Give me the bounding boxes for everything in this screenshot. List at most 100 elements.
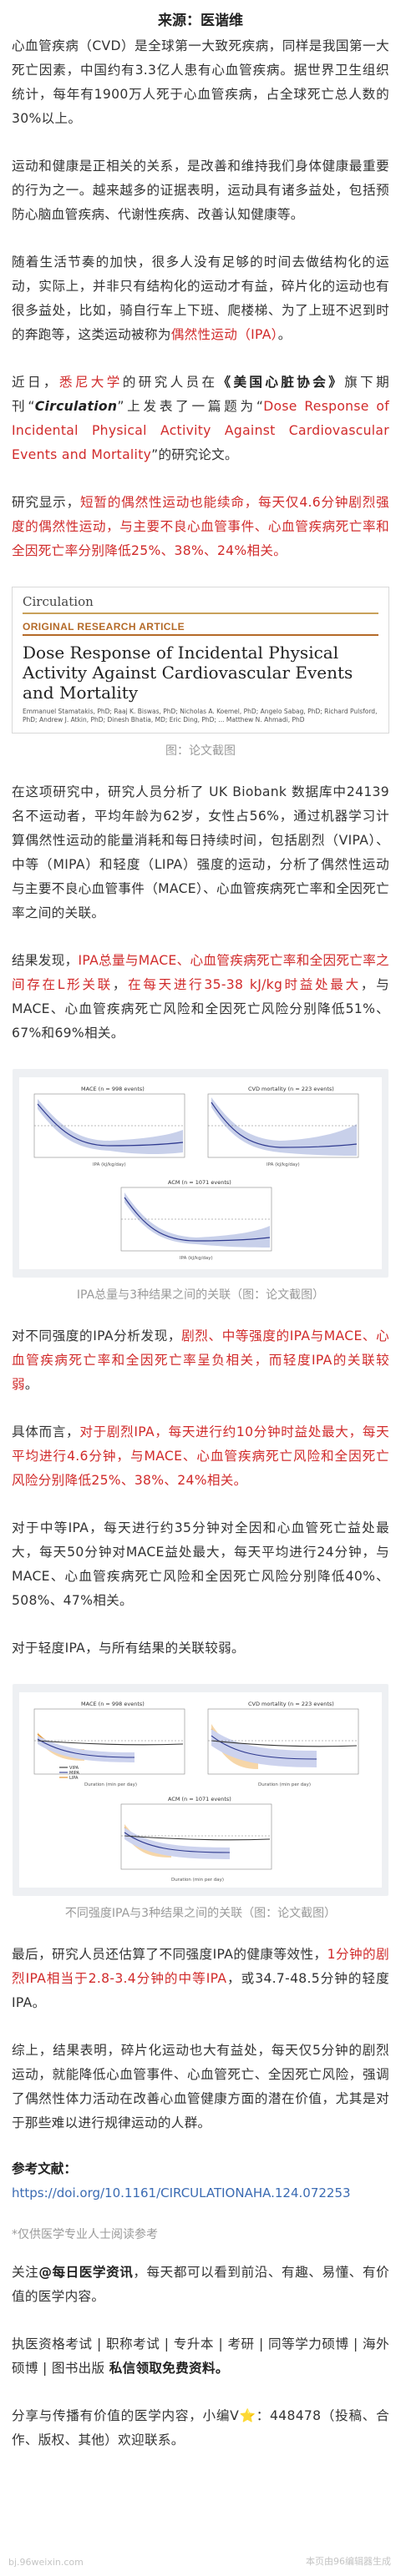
text: 旗下期刊“: [12, 375, 390, 414]
text: 分享与传播有价值的医学内容，小编V⭐：448478（投稿、合作、版权、其他）欢迎…: [12, 2408, 389, 2447]
free-resources-cta: 私信领取免费资料。: [109, 2361, 229, 2376]
paragraph-12: 最后，研究人员还估算了不同强度IPA的健康等效性，1分钟的剧烈IPA相当于2.8…: [12, 1943, 389, 2015]
text: 的研究人员在: [122, 375, 218, 390]
divider: [23, 634, 378, 636]
panel-frame: [207, 1708, 359, 1775]
highlight: 悉尼大学: [58, 375, 123, 390]
chart2-panel-mace: MACE (n = 998 events) VIPA MIPA LIPA Dur…: [33, 1701, 185, 1787]
ci-band-blue: [38, 1736, 135, 1762]
paragraph-13: 综上，结果表明，碎片化运动也大有益处，每天仅5分钟的剧烈运动，就能降低心血管事件…: [12, 2039, 389, 2135]
text: 对于中等IPA，每天进行约35分钟对全因和心血管死亡益处最大，每天50分钟对MA…: [12, 1520, 389, 1608]
text: 心血管疾病（CVD）是全球第一大致死疾病，同样是我国第一大死亡因素，中国约有3.…: [12, 38, 389, 126]
paper-title: Dose Response of Incidental Physical Act…: [12, 399, 389, 462]
text: 对不同强度的IPA分析发现，: [12, 1328, 182, 1343]
paragraph-3: 随着生活节奏的加快，很多人没有足够的时间去做结构化的运动，实际上，并非只有结构化…: [12, 250, 389, 347]
text: 运动和健康是正相关的关系，是改善和维持我们身体健康最重要的行为之一。越来越多的证…: [12, 159, 389, 222]
panel-frame: [120, 1803, 272, 1870]
text: 。: [24, 1377, 38, 1392]
text: 具体而言，: [12, 1424, 80, 1439]
panel-title: ACM (n = 1071 events): [168, 1796, 231, 1802]
account-name[interactable]: @每日医学资讯: [38, 2265, 134, 2280]
panel-title: ACM (n = 1071 events): [168, 1179, 231, 1186]
text: 执医资格考试 | 职称考试 | 专升本 | 考研 | 同等学力硕博 | 海外硕博…: [12, 2337, 389, 2376]
chart2-panel-cvd: CVD mortality (n = 223 events) Duration …: [207, 1701, 359, 1787]
highlight: 1分钟的剧烈IPA相当于2.8-3.4分钟的中等IPA: [12, 1947, 389, 1986]
figure-caption: IPA总量与3种结果之间的关联（图：论文截图）: [76, 1288, 325, 1302]
paragraph-10: 对于中等IPA，每天进行约35分钟对全因和心血管死亡益处最大，每天50分钟对MA…: [12, 1516, 389, 1613]
text: 研究显示，: [12, 495, 80, 510]
ci-band-blue: [211, 1729, 317, 1767]
figure-caption: 不同强度IPA与3种结果之间的关联（图：论文截图）: [64, 1907, 337, 1920]
x-axis-label: Duration (min per day): [258, 1782, 311, 1787]
legend-mipa: MIPA: [69, 1771, 79, 1776]
highlight: 剧烈、中等强度的IPA与MACE、心血管疾病死亡率和全因死亡率呈负相关，而轻度I…: [12, 1328, 389, 1392]
x-axis-label: Duration (min per day): [171, 1878, 224, 1883]
ci-band: [211, 1097, 357, 1156]
paragraph-5: 研究显示，短暂的偶然性运动也能续命，每天仅4.6分钟剧烈强度的偶然性运动，与主要…: [12, 491, 389, 563]
legend-lipa: LIPA: [69, 1776, 79, 1781]
journal-screenshot: Circulation ORIGINAL RESEARCH ARTICLE Do…: [12, 587, 389, 733]
curve-blue: [37, 1738, 135, 1758]
text: 。: [277, 327, 292, 342]
panel-title: CVD mortality (n = 223 events): [248, 1701, 334, 1707]
paragraph-6: 在这项研究中，研究人员分析了 UK Biobank 数据库中24139名不运动者…: [12, 780, 389, 925]
text: 对于轻度IPA，与所有结果的关联较弱。: [12, 1641, 245, 1656]
legend: VIPA MIPA LIPA: [59, 1766, 79, 1781]
panel-title: MACE (n = 998 events): [81, 1086, 145, 1092]
text: ，或34.7-48.5分钟的轻度IPA。: [12, 1971, 390, 2010]
chart2-panel-acm: ACM (n = 1071 events) Duration (min per …: [120, 1796, 272, 1883]
text: 近日，: [12, 375, 59, 390]
paragraph-1: 心血管疾病（CVD）是全球第一大致死疾病，同样是我国第一大死亡因素，中国约有3.…: [12, 34, 389, 131]
hr-curve: [211, 1101, 358, 1148]
text: ，每天都可以看到前沿、有趣、易懂、有价值的医学内容。: [12, 2265, 389, 2304]
text: 关注: [12, 2265, 39, 2280]
highlight: 在每天进行35-38 kJ/kg时益处最大: [128, 977, 361, 992]
panel-frame: [33, 1708, 185, 1775]
chart1-panel-cvd: CVD mortality (n = 223 events) IPA (kJ/k…: [207, 1086, 359, 1167]
journal-name: Circulation: [23, 594, 378, 614]
chart1-panel-acm: ACM (n = 1071 events) IPA (kJ/kg/day): [120, 1179, 272, 1261]
journal-name: 《美国心脏协会》: [217, 375, 345, 390]
text: ”上发表了一篇题为“: [117, 399, 264, 414]
watermark-right: 本页由96编辑器生成: [306, 2556, 391, 2567]
curve-black: [124, 1835, 271, 1841]
paragraph-2: 运动和健康是正相关的关系，是改善和维持我们身体健康最重要的行为之一。越来越多的证…: [12, 154, 389, 227]
paragraph-7: 结果发现，IPA总量与MACE、心血管疾病死亡率和全因死亡率之间存在L形关联，在…: [12, 949, 389, 1046]
hr-curve: [37, 1103, 184, 1147]
highlight: 短暂的偶然性运动也能续命，每天仅4.6分钟剧烈强度的偶然性运动，与主要不良心血管…: [12, 495, 389, 558]
curve-black: [37, 1740, 184, 1746]
ipa-total-chart: MACE (n = 998 events) IPA (kJ/kg/day) CV…: [19, 1077, 382, 1269]
x-axis-label: IPA (kJ/kg/day): [266, 1162, 300, 1167]
curve-blue: [124, 1832, 231, 1853]
x-axis-label: IPA (kJ/kg/day): [93, 1162, 126, 1167]
ci-band: [38, 1099, 183, 1154]
highlight: 偶然性运动（IPA）: [170, 327, 278, 342]
reference-link[interactable]: https://doi.org/10.1161/CIRCULATIONAHA.1…: [12, 2185, 351, 2200]
text: 最后，研究人员还估算了不同强度IPA的健康等效性，: [12, 1947, 327, 1962]
highlight: IPA总量与MACE、心血管疾病死亡率和全因死亡率之间存在L形关联: [12, 953, 389, 992]
article-title: Dose Response of Incidental Physical Act…: [23, 643, 353, 703]
text: ，: [112, 977, 129, 992]
text: 随着生活节奏的加快，很多人没有足够的时间去做结构化的运动，实际上，并非只有结构化…: [12, 255, 389, 342]
article-type-label: ORIGINAL RESEARCH ARTICLE: [23, 621, 185, 633]
reference-title: 参考文献：: [12, 2161, 77, 2176]
share-paragraph: 分享与传播有价值的医学内容，小编V⭐：448478（投稿、合作、版权、其他）欢迎…: [12, 2404, 389, 2452]
paragraph-8: 对不同强度的IPA分析发现，剧烈、中等强度的IPA与MACE、心血管疾病死亡率和…: [12, 1324, 389, 1397]
text: 在这项研究中，研究人员分析了 UK Biobank 数据库中24139名不运动者…: [12, 784, 389, 920]
watermark-left: bj.96weixin.com: [8, 2557, 84, 2568]
x-axis-label: IPA (kJ/kg/day): [180, 1256, 213, 1261]
hr-curve: [124, 1197, 271, 1242]
watermark-bar: bj.96weixin.com 本页由96编辑器生成: [0, 2543, 401, 2576]
paragraph-11: 对于轻度IPA，与所有结果的关联较弱。: [12, 1636, 389, 1661]
ipa-intensity-chart: MACE (n = 998 events) VIPA MIPA LIPA Dur…: [19, 1692, 382, 1888]
paragraph-4: 近日，悉尼大学的研究人员在《美国心脏协会》旗下期刊“Circulation”上发…: [12, 371, 389, 467]
figure-caption: 图：论文截图: [165, 744, 236, 758]
disclaimer-note: *仅供医学专业人士阅读参考: [12, 2228, 158, 2241]
ipa-total-figure: MACE (n = 998 events) IPA (kJ/kg/day) CV…: [13, 1069, 388, 1278]
highlight: 对于剧烈IPA，每天进行约10分钟时益处最大，每天平均进行4.6分钟，与MACE…: [12, 1424, 389, 1488]
source-line: 来源：医谐维: [158, 13, 243, 29]
legend-vipa: VIPA: [69, 1766, 79, 1771]
chart-background: [19, 1077, 382, 1269]
services-paragraph: 执医资格考试 | 职称考试 | 专升本 | 考研 | 同等学力硕博 | 海外硕博…: [12, 2332, 389, 2381]
ci-band-blue: [124, 1827, 230, 1859]
